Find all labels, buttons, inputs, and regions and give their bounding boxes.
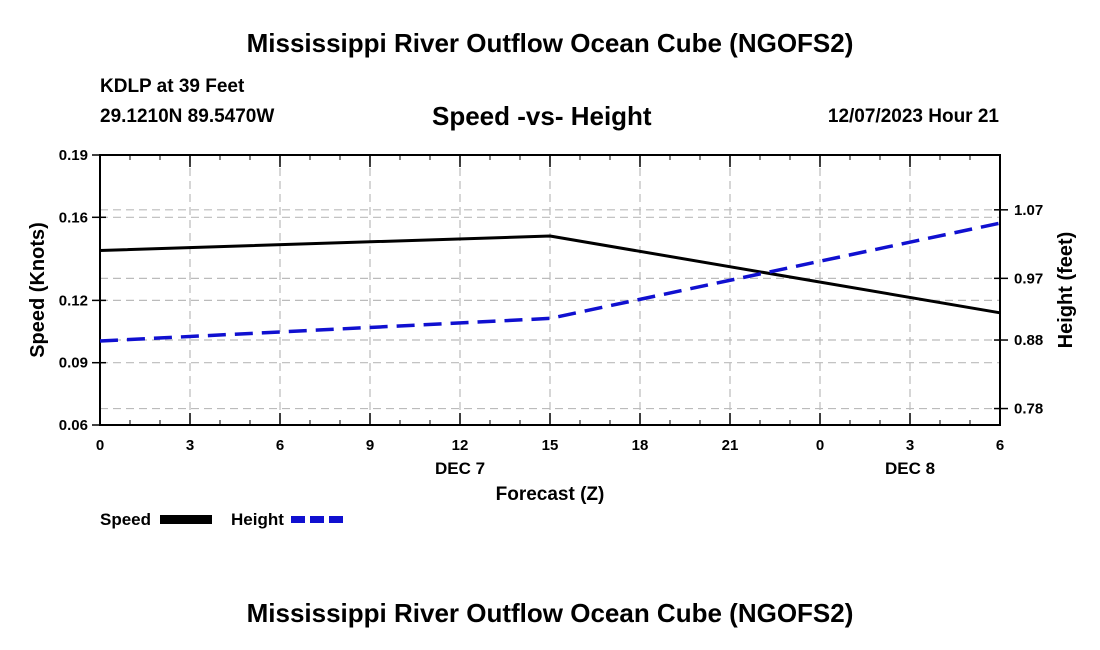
y-tick-label: 0.09 xyxy=(59,355,88,372)
axes: 0 3 6 9 12 15 18 21 0 3 6 DEC 7 DEC 8 0.19 0.16 0.12 0.0… xyxy=(59,147,1043,478)
y2-tick-label: 1.07 xyxy=(1014,202,1043,219)
x-tick-label: 15 xyxy=(542,437,559,454)
y-tick-label: 0.19 xyxy=(59,147,88,164)
y2-tick-label: 0.88 xyxy=(1014,332,1043,349)
y2-tick-label: 0.78 xyxy=(1014,401,1043,418)
x-tick-label: 0 xyxy=(816,437,824,454)
x-tick-label: 3 xyxy=(906,437,914,454)
y-tick-label: 0.12 xyxy=(59,292,88,309)
main-title: Mississippi River Outflow Ocean Cube (NG… xyxy=(246,28,854,58)
x-tick-label: 6 xyxy=(276,437,284,454)
series-line-speed xyxy=(99,234,1001,315)
coordinates-label: 29.1210N 89.5470W xyxy=(100,106,275,127)
y-tick-label: 0.06 xyxy=(59,417,88,434)
series-line-height xyxy=(99,221,1001,343)
date-label: DEC 7 xyxy=(435,459,485,478)
forecast-datetime: 12/07/2023 Hour 21 xyxy=(827,106,999,127)
x-tick-label: 0 xyxy=(96,437,104,454)
x-tick-label: 21 xyxy=(722,437,739,454)
date-label: DEC 8 xyxy=(885,459,935,478)
x-tick-label: 18 xyxy=(632,437,649,454)
series xyxy=(99,221,1001,343)
y-tick-label: 0.16 xyxy=(59,209,88,226)
y2-axis-label: Height (feet) xyxy=(1055,232,1077,349)
legend-speed-label: Speed xyxy=(100,510,152,529)
chart-subtitle: Speed -vs- Height xyxy=(432,101,652,131)
legend-height-swatch xyxy=(291,516,343,523)
legend-speed-swatch xyxy=(160,515,212,524)
y2-tick-label: 0.97 xyxy=(1014,270,1043,287)
x-tick-label: 9 xyxy=(366,437,374,454)
x-tick-label: 12 xyxy=(452,437,469,454)
station-label: KDLP at 39 Feet xyxy=(100,76,245,97)
x-tick-label: 6 xyxy=(996,437,1004,454)
footer-title: Mississippi River Outflow Ocean Cube (NG… xyxy=(246,598,854,628)
legend-height-label: Height xyxy=(231,510,284,529)
y-axis-label: Speed (Knots) xyxy=(27,222,49,358)
x-axis-label: Forecast (Z) xyxy=(496,484,605,505)
grid xyxy=(100,155,1000,425)
x-tick-label: 3 xyxy=(186,437,194,454)
